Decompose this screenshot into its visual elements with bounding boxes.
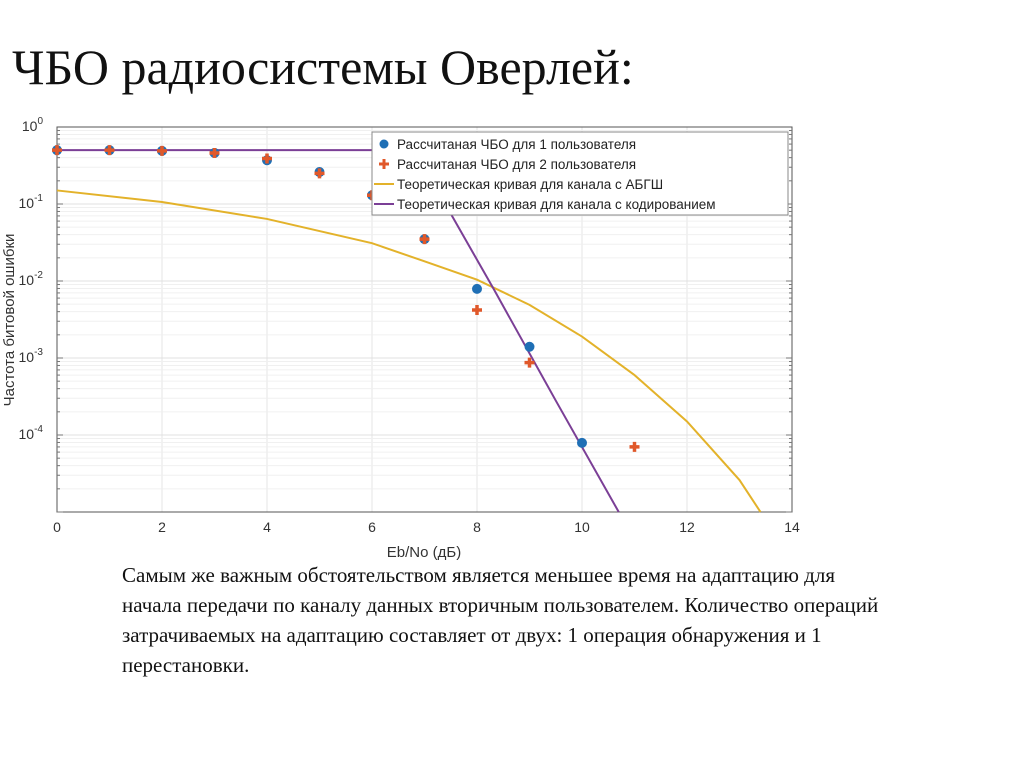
data-point-series-2: [209, 147, 220, 158]
x-tick-label: 10: [574, 519, 590, 535]
x-tick-label: 2: [158, 519, 166, 535]
series-line-3: [56, 189, 762, 513]
data-point-series-2: [52, 145, 62, 156]
x-tick-label: 4: [263, 519, 271, 535]
data-point-series-2: [157, 145, 167, 156]
data-point-series-2: [104, 145, 115, 156]
data-point-series-2: [314, 168, 325, 179]
y-tick-label: 10-4: [19, 424, 44, 442]
data-point-series-2: [262, 153, 272, 164]
legend-label: Рассчитаная ЧБО для 2 пользователя: [397, 157, 636, 172]
x-tick-label: 8: [473, 519, 481, 535]
y-tick-label: 100: [22, 116, 44, 134]
axes-box: [56, 126, 793, 513]
legend-label: Рассчитаная ЧБО для 1 пользователя: [397, 137, 636, 152]
y-axis-label: Частота битовой ошибки: [1, 234, 18, 407]
legend-marker-circle: [379, 139, 389, 149]
data-point-series-1: [577, 437, 587, 448]
data-point-series-2: [524, 357, 535, 368]
legend: Рассчитаная ЧБО для 1 пользователя Рассчи…: [371, 131, 789, 216]
data-point-series-2: [472, 305, 482, 316]
y-tick-label: 10-2: [19, 270, 44, 288]
data-point-series-1: [472, 283, 482, 294]
y-tick-label: 10-3: [19, 347, 44, 365]
series-line-4: [57, 149, 620, 513]
legend-box: [371, 131, 789, 216]
slide-title: ЧБО радиосистемы Оверлей:: [12, 39, 634, 95]
y-tick-label: 10-1: [19, 193, 44, 211]
ber-chart: 0 2 4 6 8 10 12 14 100 10-1 10-2 10-3 10-4 Eb/No (дБ…: [1, 116, 800, 560]
x-axis-label: Eb/No (дБ): [387, 544, 461, 560]
x-tick-label: 0: [53, 519, 61, 535]
legend-label: Теоретическая кривая для канала с АБГШ: [397, 177, 663, 192]
legend-marker-plus: [379, 159, 389, 169]
legend-label: Теоретическая кривая для канала с кодиро…: [397, 197, 716, 212]
data-point-series-2: [419, 234, 430, 245]
x-tick-label: 12: [679, 519, 695, 535]
body-paragraph: Самым же важным обстоятельством является…: [122, 563, 879, 677]
data-point-series-2: [629, 441, 640, 452]
x-tick-label: 14: [784, 519, 800, 535]
data-point-series-1: [524, 341, 535, 352]
x-tick-label: 6: [368, 519, 376, 535]
